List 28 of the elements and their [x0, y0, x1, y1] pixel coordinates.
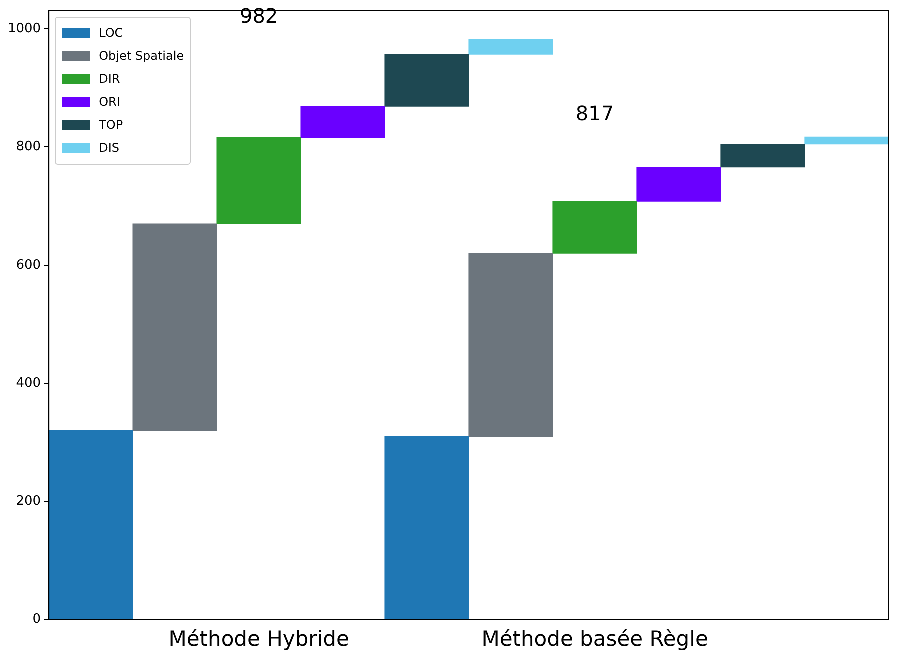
bar [300, 106, 386, 138]
bar [804, 136, 889, 145]
legend-label: LOC [99, 26, 124, 40]
bar [49, 430, 134, 620]
y-tick-label: 400 [16, 376, 42, 391]
bar [636, 167, 722, 202]
y-tick-label: 1000 [8, 21, 42, 36]
legend-label: ORI [99, 95, 120, 110]
bar [384, 436, 470, 620]
y-tick-label: 200 [16, 494, 42, 510]
x-tick-label: Méthode Hybride [168, 626, 350, 651]
y-tick-label: 0 [32, 612, 42, 628]
annotation: 982 [240, 4, 278, 28]
y-tick-label: 800 [16, 140, 42, 155]
y-tick-label: 600 [16, 258, 42, 273]
bar [720, 144, 806, 168]
annotation: 817 [576, 101, 614, 126]
legend-label: DIR [99, 72, 120, 86]
legend-label: DIS [99, 141, 120, 156]
legend-label: TOP [99, 118, 124, 132]
legend-label: Objet Spatiale [99, 49, 184, 64]
bar [468, 39, 554, 55]
bar [468, 253, 554, 438]
x-tick-label: Méthode basée Règle [482, 626, 708, 651]
bar [216, 137, 302, 224]
bar [552, 201, 638, 254]
bar [132, 224, 218, 432]
bar [384, 54, 470, 107]
